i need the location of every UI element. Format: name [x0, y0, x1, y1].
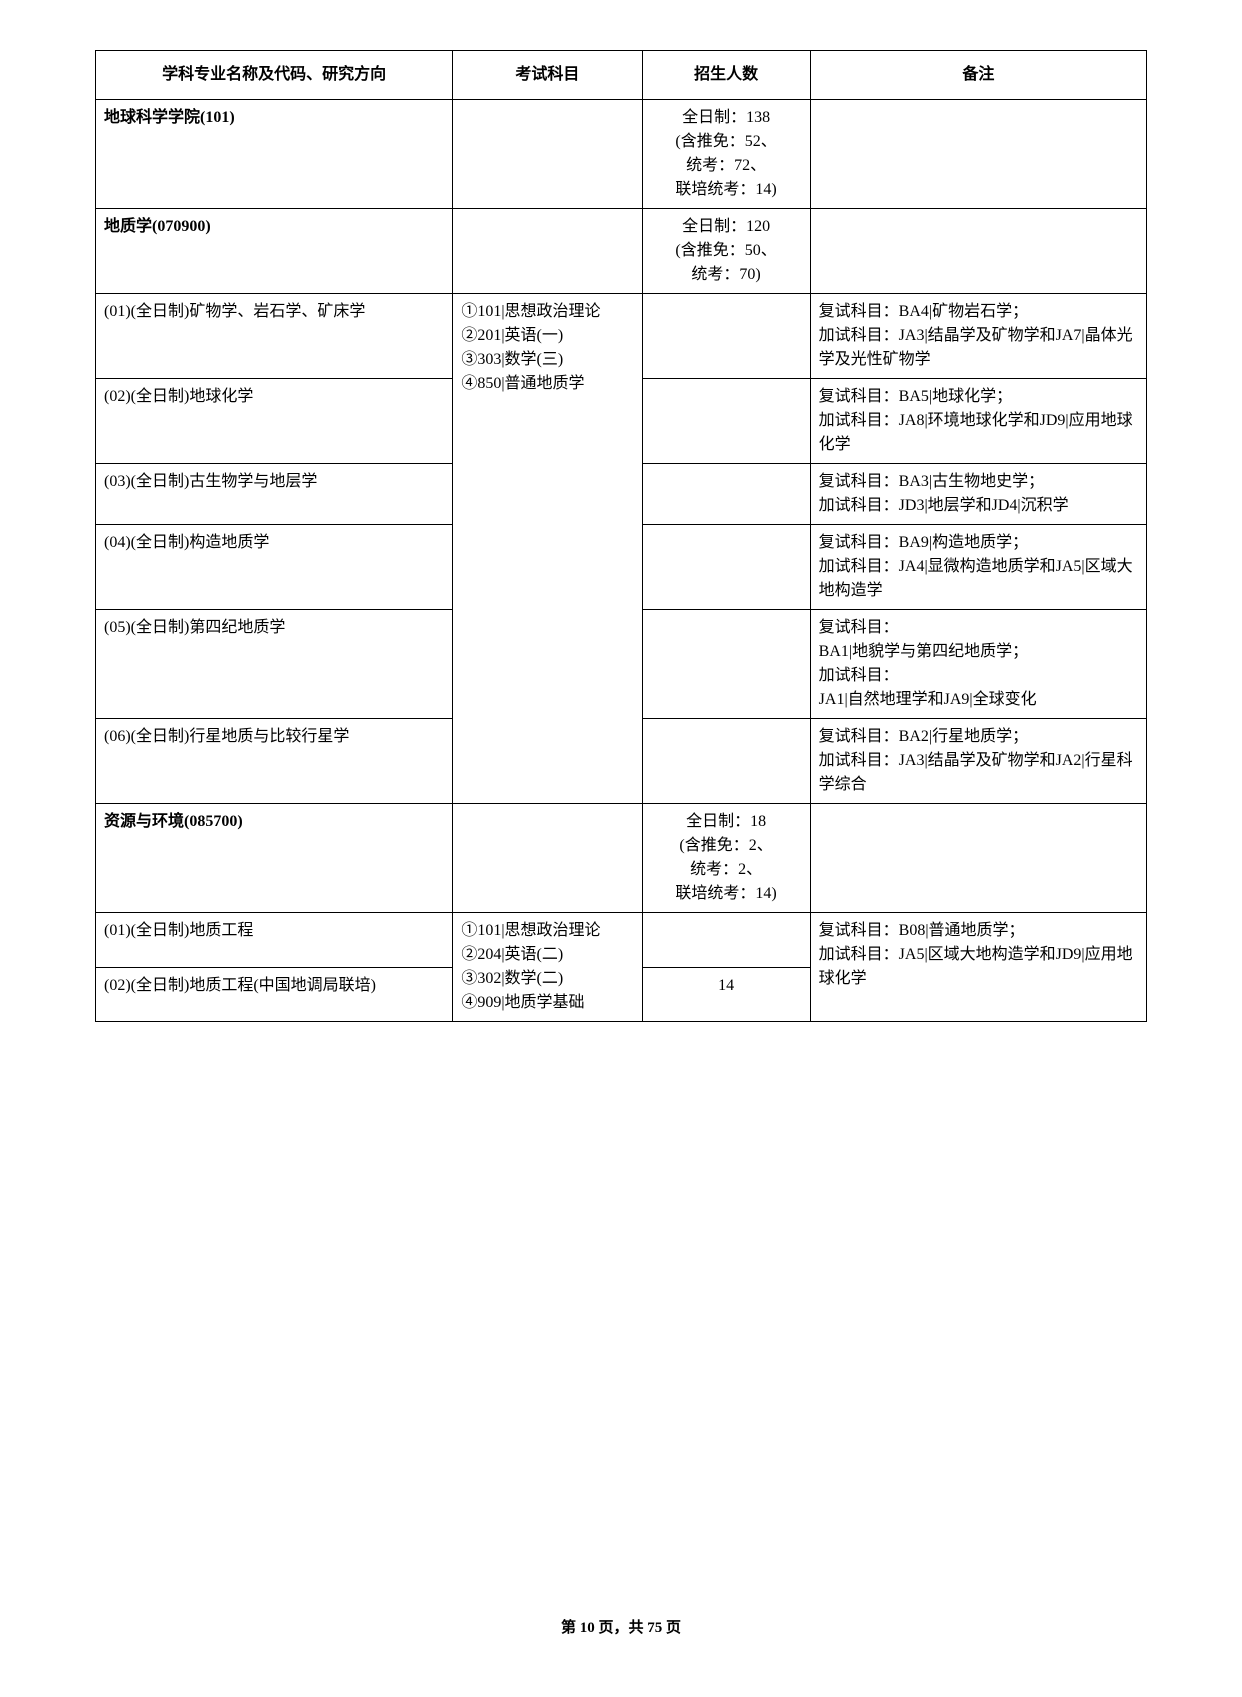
table-row: 资源与环境(085700) 全日制：18 (含推免：2、 统考：2、 联培统考：… — [96, 804, 1147, 913]
cell-name: 地球科学学院(101) — [96, 100, 453, 209]
table-header-row: 学科专业名称及代码、研究方向 考试科目 招生人数 备注 — [96, 51, 1147, 100]
table-row: 地球科学学院(101) 全日制：138 (含推免：52、 统考：72、 联培统考… — [96, 100, 1147, 209]
header-col3: 招生人数 — [642, 51, 810, 100]
cell-subjects — [453, 209, 642, 294]
cell-enrollment — [642, 379, 810, 464]
cell-name: (01)(全日制)矿物学、岩石学、矿床学 — [96, 294, 453, 379]
cell-notes — [810, 100, 1146, 209]
cell-name: (05)(全日制)第四纪地质学 — [96, 610, 453, 719]
cell-notes: 复试科目：BA5|地球化学； 加试科目：JA8|环境地球化学和JD9|应用地球化… — [810, 379, 1146, 464]
cell-enrollment — [642, 525, 810, 610]
cell-notes: 复试科目：B08|普通地质学； 加试科目：JA5|区域大地构造学和JD9|应用地… — [810, 913, 1146, 1022]
cell-notes: 复试科目：BA9|构造地质学； 加试科目：JA4|显微构造地质学和JA5|区域大… — [810, 525, 1146, 610]
cell-name: (01)(全日制)地质工程 — [96, 913, 453, 968]
cell-enrollment — [642, 719, 810, 804]
cell-enrollment: 全日制：18 (含推免：2、 统考：2、 联培统考：14) — [642, 804, 810, 913]
cell-notes — [810, 209, 1146, 294]
table-row: (01)(全日制)矿物学、岩石学、矿床学 ①101|思想政治理论 ②201|英语… — [96, 294, 1147, 379]
header-col2: 考试科目 — [453, 51, 642, 100]
cell-enrollment — [642, 464, 810, 525]
header-col4: 备注 — [810, 51, 1146, 100]
cell-name: (03)(全日制)古生物学与地层学 — [96, 464, 453, 525]
page-footer: 第 10 页，共 75 页 — [0, 1616, 1242, 1637]
cell-notes — [810, 804, 1146, 913]
cell-subjects — [453, 100, 642, 209]
cell-name: (02)(全日制)地质工程(中国地调局联培) — [96, 967, 453, 1022]
cell-enrollment: 14 — [642, 967, 810, 1022]
cell-notes: 复试科目：BA2|行星地质学； 加试科目：JA3|结晶学及矿物学和JA2|行星科… — [810, 719, 1146, 804]
program-table: 学科专业名称及代码、研究方向 考试科目 招生人数 备注 地球科学学院(101) … — [95, 50, 1147, 1022]
cell-name: 地质学(070900) — [96, 209, 453, 294]
cell-enrollment: 全日制：120 (含推免：50、 统考：70) — [642, 209, 810, 294]
cell-name: (02)(全日制)地球化学 — [96, 379, 453, 464]
cell-subjects — [453, 804, 642, 913]
cell-enrollment: 全日制：138 (含推免：52、 统考：72、 联培统考：14) — [642, 100, 810, 209]
cell-enrollment — [642, 294, 810, 379]
cell-notes: 复试科目：BA4|矿物岩石学； 加试科目：JA3|结晶学及矿物学和JA7|晶体光… — [810, 294, 1146, 379]
header-col1: 学科专业名称及代码、研究方向 — [96, 51, 453, 100]
cell-subjects: ①101|思想政治理论 ②201|英语(一) ③303|数学(三) ④850|普… — [453, 294, 642, 804]
table-row: (01)(全日制)地质工程 ①101|思想政治理论 ②204|英语(二) ③30… — [96, 913, 1147, 968]
cell-enrollment — [642, 610, 810, 719]
cell-enrollment — [642, 913, 810, 968]
cell-name: 资源与环境(085700) — [96, 804, 453, 913]
cell-name: (04)(全日制)构造地质学 — [96, 525, 453, 610]
table-row: 地质学(070900) 全日制：120 (含推免：50、 统考：70) — [96, 209, 1147, 294]
cell-notes: 复试科目：BA3|古生物地史学； 加试科目：JD3|地层学和JD4|沉积学 — [810, 464, 1146, 525]
cell-notes: 复试科目： BA1|地貌学与第四纪地质学； 加试科目： JA1|自然地理学和JA… — [810, 610, 1146, 719]
cell-name: (06)(全日制)行星地质与比较行星学 — [96, 719, 453, 804]
cell-subjects: ①101|思想政治理论 ②204|英语(二) ③302|数学(二) ④909|地… — [453, 913, 642, 1022]
